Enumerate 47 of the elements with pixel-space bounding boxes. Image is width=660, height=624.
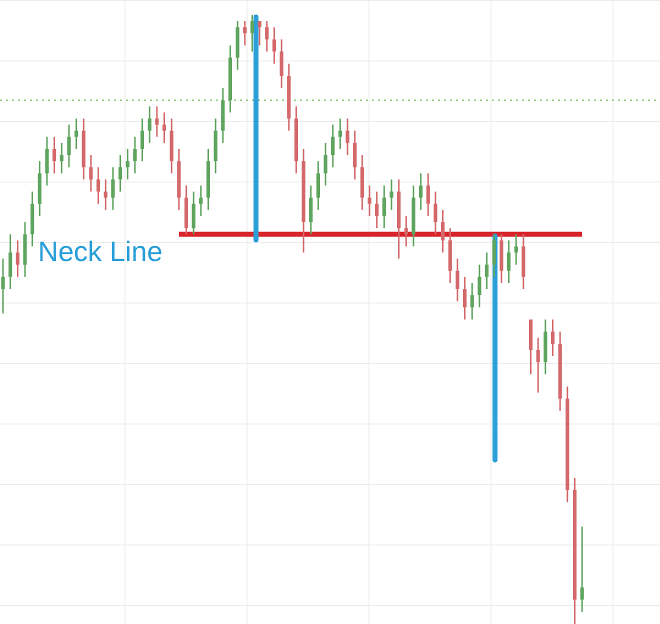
candlestick <box>434 190 438 235</box>
candlestick <box>456 258 460 302</box>
candlestick <box>441 209 445 254</box>
candlestick <box>478 264 482 308</box>
candlestick <box>74 118 78 150</box>
candlestick <box>162 112 166 144</box>
candlestick <box>104 178 108 211</box>
candlestick <box>60 142 64 174</box>
candlestick <box>89 154 93 192</box>
candlestick <box>155 106 159 138</box>
candlestick <box>140 118 144 162</box>
candlestick <box>368 184 372 217</box>
candlestick <box>484 252 489 290</box>
candlestick <box>514 233 518 266</box>
candlestick <box>506 240 511 284</box>
candlestick <box>346 118 350 156</box>
candlestick <box>148 106 152 144</box>
candlestick <box>52 136 56 174</box>
candlestick <box>324 142 328 186</box>
candlestick <box>243 20 247 46</box>
candlestick <box>550 318 555 357</box>
candlestick <box>258 20 262 46</box>
candlestick <box>199 184 203 217</box>
candlestick <box>419 172 423 211</box>
candlestick <box>16 240 20 278</box>
candlestick <box>133 136 137 174</box>
candlestick <box>67 124 71 168</box>
candlestick <box>404 215 408 248</box>
candlestick <box>272 26 276 64</box>
candlestick <box>580 526 584 613</box>
candlestick <box>126 148 130 180</box>
candlestick <box>462 276 467 320</box>
candlestick <box>375 190 379 229</box>
candlestick <box>426 172 430 217</box>
candlestick <box>390 178 394 211</box>
candlestick <box>536 337 540 394</box>
candlestick <box>470 282 474 320</box>
candlestick <box>1 258 5 314</box>
candlestick <box>338 118 342 150</box>
candlestick <box>331 124 335 168</box>
candlestick <box>111 166 115 211</box>
candlestick <box>382 184 386 229</box>
candlestick <box>118 154 122 192</box>
candlestick <box>250 14 254 52</box>
series-label: Neck Line <box>38 236 163 268</box>
candlestick <box>265 20 269 52</box>
candlestick <box>96 166 100 205</box>
